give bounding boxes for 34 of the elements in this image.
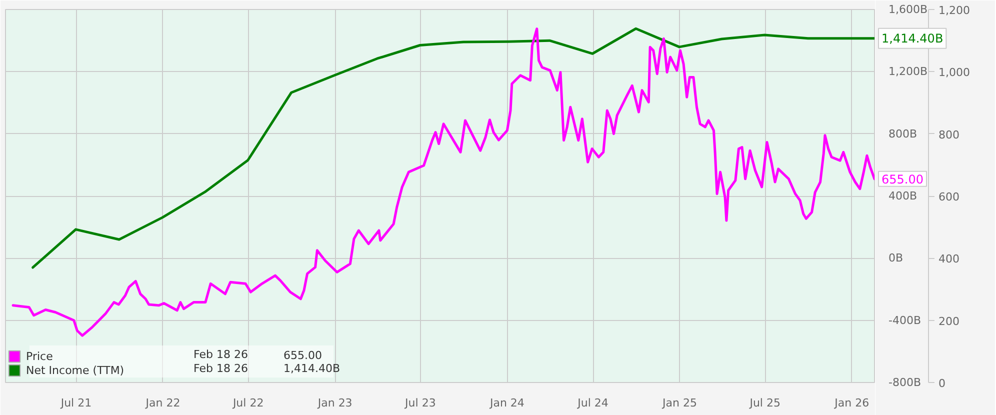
y2-tick-label: 0 [938,377,946,390]
x-tick-label: Jul 22 [232,396,264,410]
x-tick-label: Jul 25 [748,396,780,410]
text: 1,414.40B [284,362,340,375]
data-label: 655.00 [882,172,924,186]
y-tick-label: -800B [888,376,922,389]
data-label: 1,414.40B [882,31,944,46]
x-tick-label: Jan 23 [316,396,352,410]
annotation: Feb 18 26 [194,362,248,375]
y-tick-label: 1,200B [888,65,928,78]
line-series [12,28,874,337]
y2-tick-label: 1,200 [938,4,970,17]
y-tick-label: -400B [888,314,922,327]
x-tick-label: Jan 25 [662,396,697,410]
x-tick-label: Jul 21 [60,396,92,410]
annotation: Feb 18 26 [194,348,248,361]
x-tick-label: Jul 23 [404,396,436,410]
y2-tick-label: 600 [938,190,960,204]
y-tick-label: 400B [888,190,918,202]
y2-tick-label: 200 [938,314,960,328]
x-tick-label: Jul 24 [576,396,608,410]
y-tick-label: 800B [888,127,918,140]
y2-tick-label: 800 [938,128,960,142]
legend-label: Net Income (TTM) [26,363,124,377]
x-tick-label: Jan 24 [488,396,524,410]
y2-tick-label: 1,000 [938,66,970,80]
y2-tick-label: 400 [938,252,960,266]
x-tick-label: Jan 22 [144,396,180,410]
y-tick-label: 1,600B [888,3,928,16]
x-tick-label: Jan 26 [834,396,870,410]
legend-label: Price [26,349,53,363]
line-series [32,27,874,269]
text: 655.00 [284,349,322,362]
y-tick-label: 0B [888,252,904,265]
